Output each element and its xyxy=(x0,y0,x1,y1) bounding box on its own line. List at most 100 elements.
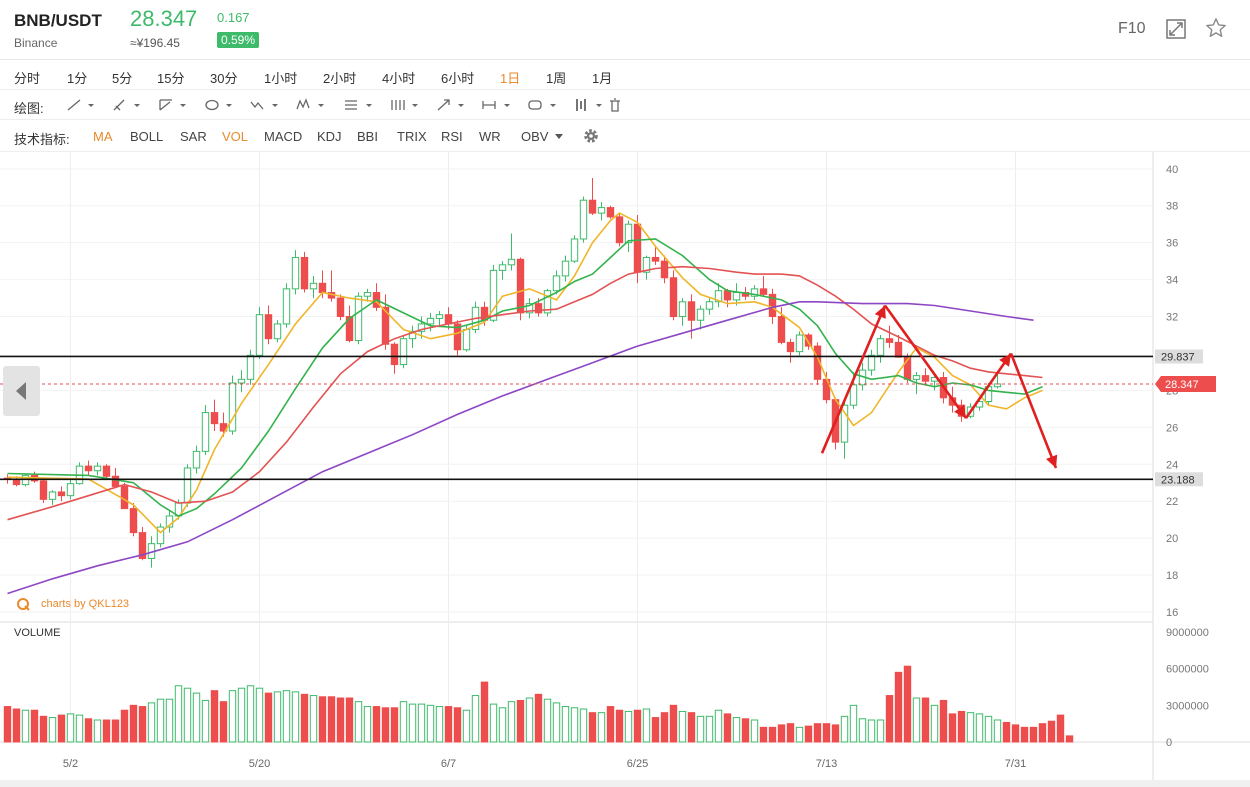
volume-bar xyxy=(111,719,120,743)
indicator-kdj[interactable]: KDJ xyxy=(317,129,342,144)
period-7[interactable]: 4小时 xyxy=(382,71,416,86)
candle-body xyxy=(633,223,642,273)
volume-bar xyxy=(480,681,489,743)
indicator-macd[interactable]: MACD xyxy=(264,129,303,144)
candle-body xyxy=(102,465,111,477)
volume-bar xyxy=(435,706,444,743)
measure-tool-icon[interactable] xyxy=(480,96,514,114)
brush-tool-icon[interactable] xyxy=(110,96,144,114)
candle-body xyxy=(885,338,894,343)
indicator-sar[interactable]: SAR xyxy=(180,129,207,144)
volume-bar xyxy=(309,695,318,743)
candle-body xyxy=(48,491,57,500)
candle-body xyxy=(714,290,723,303)
volume-bar xyxy=(255,687,264,743)
period-9[interactable]: 1日 xyxy=(500,71,521,86)
candle-body xyxy=(534,303,543,314)
indicator-vol[interactable]: VOL xyxy=(222,129,249,144)
volume-bar xyxy=(300,693,309,743)
arrow-tool-icon[interactable] xyxy=(434,96,468,114)
pair-name: BNB/USDT xyxy=(14,11,102,30)
period-2[interactable]: 5分 xyxy=(112,71,133,86)
collapse-sidebar-button[interactable] xyxy=(3,366,40,416)
candle-body xyxy=(921,375,930,382)
candle-body xyxy=(669,277,678,318)
candle-body xyxy=(696,308,705,321)
volume-bar xyxy=(489,703,498,743)
volume-bar xyxy=(858,718,867,743)
volume-bar xyxy=(651,717,660,743)
indicator-rsi[interactable]: RSI xyxy=(441,129,463,144)
volume-bar xyxy=(921,697,930,743)
expand-icon[interactable] xyxy=(1166,19,1186,39)
period-5[interactable]: 1小时 xyxy=(264,71,298,86)
star-icon[interactable] xyxy=(1205,17,1227,39)
period-4[interactable]: 30分 xyxy=(210,71,238,86)
indicator-bbi[interactable]: BBI xyxy=(357,129,378,144)
volume-bar xyxy=(813,723,822,743)
indicator-trix[interactable]: TRIX xyxy=(397,129,427,144)
f10-button[interactable]: F10 xyxy=(1118,20,1146,37)
period-selector: 分时 1分 5分 15分 30分 1小时 2小时 4小时 6小时 1日 1周 1月 xyxy=(0,60,1250,90)
period-11[interactable]: 1月 xyxy=(592,71,613,86)
period-10[interactable]: 1周 xyxy=(546,71,567,86)
bars-tool-icon[interactable] xyxy=(572,96,606,114)
candle-body xyxy=(786,341,795,353)
volume-bar xyxy=(885,695,894,743)
volume-bar xyxy=(957,710,966,743)
chart-watermark: charts by QKL123 xyxy=(41,598,130,610)
level-price-tag xyxy=(1155,349,1203,364)
volume-bar xyxy=(21,709,30,743)
candle-body xyxy=(444,314,453,325)
volume-bar xyxy=(282,690,291,743)
volume-bar xyxy=(507,701,516,743)
candle-body xyxy=(138,532,147,559)
volume-bar xyxy=(975,713,984,743)
volume-bar xyxy=(912,697,921,743)
candle-body xyxy=(606,207,615,218)
price-cny: ≈¥196.45 xyxy=(130,36,180,50)
candle-body xyxy=(183,467,192,504)
indicator-ma[interactable]: MA xyxy=(93,129,113,144)
volume-bar xyxy=(192,692,201,743)
shape-tool-icon[interactable] xyxy=(202,96,236,114)
indicator-wr[interactable]: WR xyxy=(479,129,501,144)
text-tool-icon[interactable] xyxy=(342,96,376,114)
volume-bar xyxy=(642,708,651,743)
candle-body xyxy=(732,292,741,301)
volume-bar xyxy=(102,719,111,743)
trash-icon[interactable] xyxy=(606,96,624,114)
volume-bar xyxy=(570,707,579,743)
volume-bar xyxy=(561,706,570,743)
volume-bar xyxy=(840,715,849,743)
indicator-obv[interactable]: OBV xyxy=(521,129,549,144)
volume-bar xyxy=(948,713,957,743)
volume-bar xyxy=(408,703,417,743)
volume-bar xyxy=(750,719,759,743)
indicator-toolbar: 技术指标: MA BOLL SAR VOL MACD KDJ BBI TRIX RSI WR OBV xyxy=(0,120,1250,152)
wave-tool-icon[interactable] xyxy=(248,96,282,114)
indicator-boll[interactable]: BOLL xyxy=(130,129,164,144)
parallel-tool-icon[interactable] xyxy=(388,96,422,114)
fib-tool-icon[interactable] xyxy=(156,96,190,114)
candle-body xyxy=(273,323,282,340)
price-tick-label: 16 xyxy=(1166,607,1178,619)
volume-bar xyxy=(786,723,795,743)
note-tool-icon[interactable] xyxy=(526,96,560,114)
candle-body xyxy=(354,295,363,342)
period-6[interactable]: 2小时 xyxy=(323,71,357,86)
drawing-label: 绘图: xyxy=(14,101,44,116)
gear-icon[interactable] xyxy=(582,127,600,145)
volume-bar xyxy=(3,706,12,743)
line-tool-icon[interactable] xyxy=(64,96,98,114)
pattern-tool-icon[interactable] xyxy=(294,96,328,114)
period-8[interactable]: 6小时 xyxy=(441,71,475,86)
chevron-down-icon[interactable] xyxy=(555,134,563,139)
volume-bar xyxy=(741,718,750,743)
volume-bar xyxy=(831,724,840,743)
period-3[interactable]: 15分 xyxy=(157,71,185,86)
period-0[interactable]: 分时 xyxy=(14,71,41,86)
volume-bar xyxy=(777,724,786,743)
period-1[interactable]: 1分 xyxy=(67,71,88,86)
price-chart[interactable]: 5/25/206/76/257/137/31403836343228262422… xyxy=(0,152,1250,780)
